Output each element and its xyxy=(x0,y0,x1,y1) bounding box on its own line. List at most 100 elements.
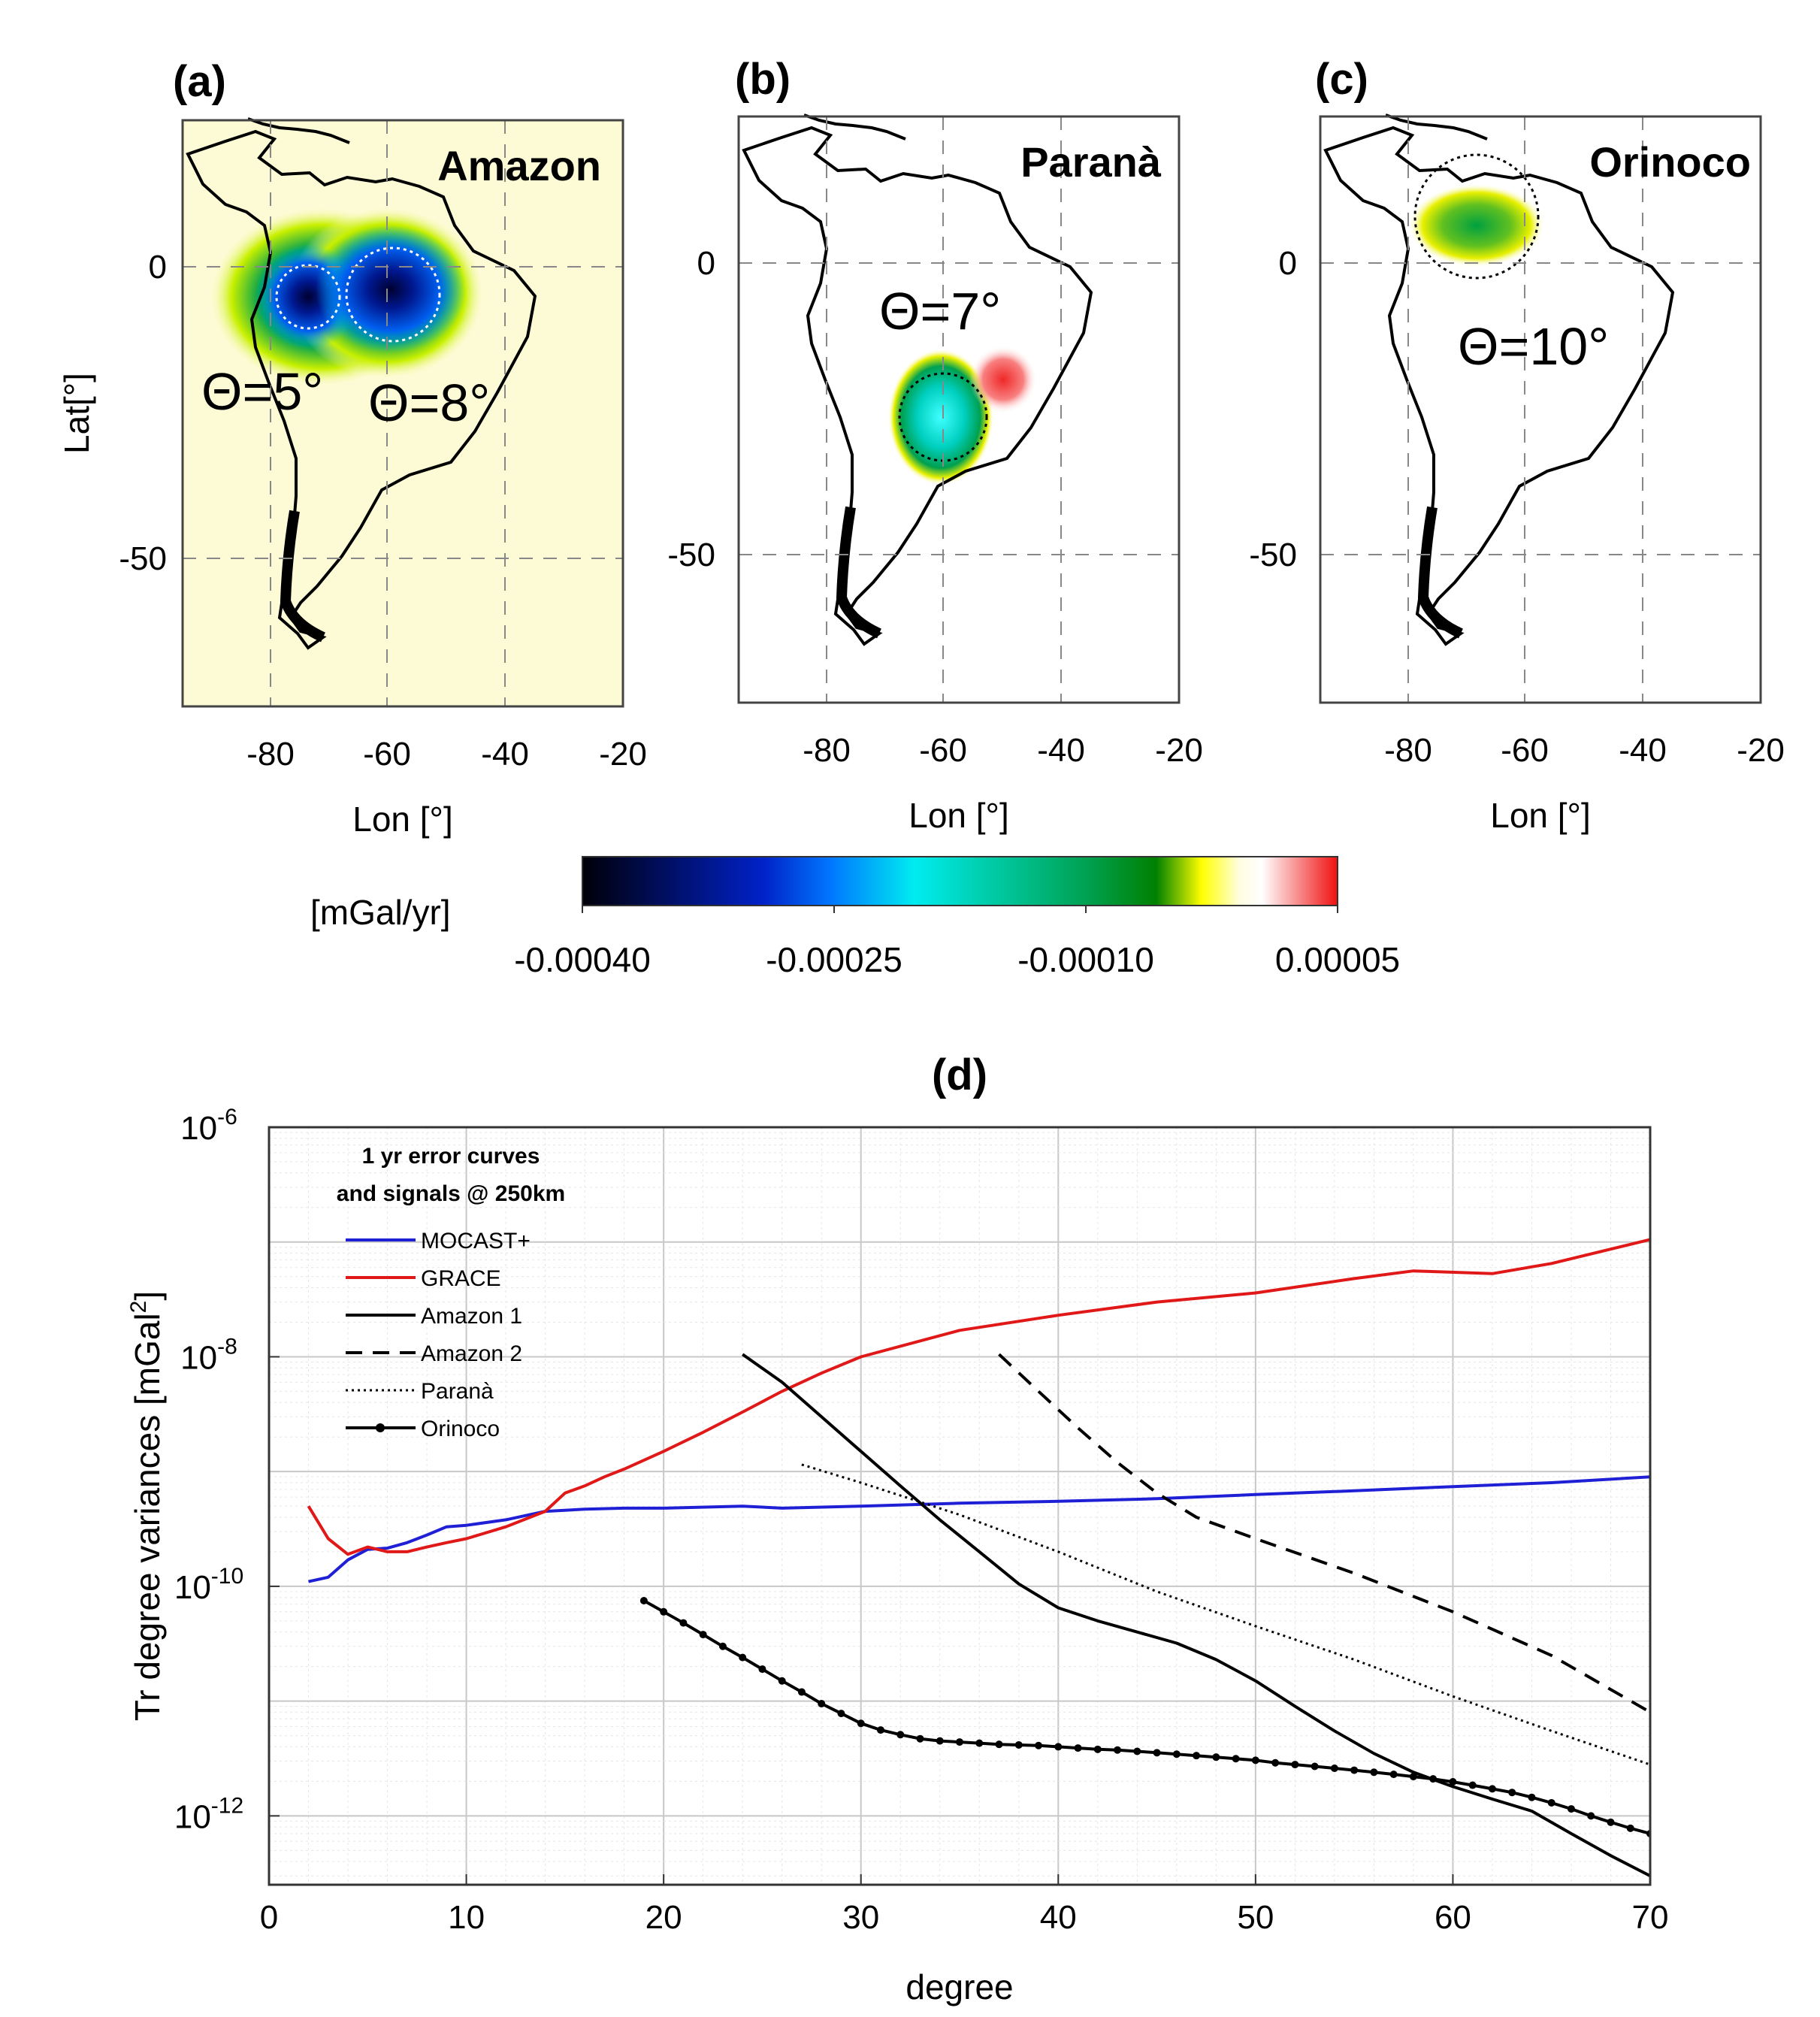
series-point-orinoco xyxy=(1291,1761,1299,1769)
lon-tick-40-c: -40 xyxy=(1619,732,1667,769)
caribbean-b xyxy=(803,113,906,141)
map-border-a xyxy=(181,119,624,708)
x-tick-label-0: 0 xyxy=(260,1899,278,1936)
region-title-b: Paranà xyxy=(1020,138,1162,186)
legend: 1 yr error curves and signals @ 250km MO… xyxy=(337,1144,565,1441)
lat-tick-50-c: -50 xyxy=(1249,537,1297,573)
coastline-a xyxy=(186,129,537,650)
colorbar-tick-3: 0.00005 xyxy=(1275,940,1400,979)
series-point-orinoco xyxy=(639,1596,648,1604)
lon-tick-60-b: -60 xyxy=(919,732,967,769)
series-point-orinoco xyxy=(660,1607,668,1616)
series-point-orinoco xyxy=(1547,1798,1555,1807)
series-line-grace xyxy=(307,1238,1650,1556)
series-point-orinoco xyxy=(1193,1752,1201,1760)
legend-label-paran-: Paranà xyxy=(421,1379,494,1404)
lat-tick-0-a: 0 xyxy=(149,249,167,286)
series-line-amazon-2 xyxy=(998,1353,1650,1714)
theta-circle-c xyxy=(1413,153,1540,280)
colorbar-tick-1: -0.00025 xyxy=(766,940,902,979)
series-point-orinoco xyxy=(1251,1756,1259,1764)
map-border-c xyxy=(1319,115,1762,704)
legend-label-amazon-1: Amazon 1 xyxy=(421,1304,522,1329)
lon-tick-60-a: -60 xyxy=(363,736,411,773)
y-axis-label: Tr degree variances [mGal2] xyxy=(126,1291,167,1721)
legend-label-grace: GRACE xyxy=(421,1266,501,1291)
series-line-mocast- xyxy=(308,1475,1650,1583)
x-tick-label-50: 50 xyxy=(1237,1899,1274,1936)
series-point-orinoco xyxy=(1074,1744,1082,1752)
y-axis-label-sup: 2 xyxy=(126,1301,151,1314)
lat-tick-50-a: -50 xyxy=(119,540,167,577)
colorbar-tick-2: -0.00010 xyxy=(1017,940,1154,979)
series-point-orinoco xyxy=(1035,1741,1043,1749)
xlabel-a: Lon [°] xyxy=(352,800,453,839)
lon-tick-40-b: -40 xyxy=(1037,732,1085,769)
series-point-orinoco xyxy=(1153,1749,1161,1757)
theta-label-a2: Θ=8° xyxy=(368,373,490,432)
lat-tick-0-b: 0 xyxy=(697,245,715,282)
y-axis-label-close: ] xyxy=(128,1291,167,1301)
series-line-amazon-1 xyxy=(742,1353,1650,1877)
series-point-orinoco xyxy=(1429,1775,1438,1783)
signal-core-b xyxy=(888,349,993,485)
y-tick-label--8: 10-8 xyxy=(180,1334,237,1376)
theta-label-c: Θ=10° xyxy=(1458,317,1609,376)
series-point-orinoco xyxy=(1508,1789,1516,1797)
series-point-orinoco xyxy=(739,1653,747,1662)
series-point-orinoco xyxy=(1133,1747,1141,1755)
series-point-orinoco xyxy=(1172,1750,1181,1758)
caribbean-a xyxy=(247,117,350,144)
x-tick-label-20: 20 xyxy=(645,1899,682,1936)
y-tick-label--6: 10-6 xyxy=(180,1105,237,1147)
series-point-orinoco xyxy=(857,1719,865,1728)
series-point-orinoco xyxy=(1409,1773,1417,1781)
x-tick-label-30: 30 xyxy=(842,1899,879,1936)
series-point-orinoco xyxy=(1350,1766,1359,1774)
legend-label-amazon-2: Amazon 2 xyxy=(421,1341,522,1366)
lon-tick-80-a: -80 xyxy=(246,736,295,773)
chart-title: (d) xyxy=(932,1051,987,1099)
series-point-orinoco xyxy=(718,1642,727,1650)
lon-tick-80-c: -80 xyxy=(1384,732,1432,769)
grid xyxy=(268,1126,1651,1885)
theta-circle-a1 xyxy=(275,264,341,330)
patagonia-c xyxy=(1417,506,1463,639)
panel-label-b: (b) xyxy=(735,55,791,104)
coastline-c xyxy=(1323,125,1675,646)
series-point-orinoco xyxy=(1607,1818,1615,1826)
series-point-orinoco xyxy=(837,1710,845,1718)
series-point-orinoco xyxy=(1114,1746,1122,1754)
chart-d: (d) 0 10 20 30 40 50 60 70 10-6 10-8 10-10 10-12 d… xyxy=(126,1051,1668,2006)
colorbar-gradient xyxy=(582,856,1338,906)
map-panel-c: (c) Orinoco Θ=10° 0 -50 -80 -60 -40 -20 … xyxy=(1249,55,1784,835)
series-point-orinoco xyxy=(1232,1755,1240,1763)
colorbar-tick-0: -0.00040 xyxy=(514,940,651,979)
signal-core-a2 xyxy=(316,225,466,353)
series-point-orinoco xyxy=(1370,1768,1378,1777)
y-axis-label-text: Tr degree variances [mGal xyxy=(128,1313,167,1721)
series-line-orinoco xyxy=(642,1599,1650,1835)
lon-tick-20-a: -20 xyxy=(599,736,647,773)
series-group xyxy=(307,1238,1650,1877)
x-tick-label-40: 40 xyxy=(1040,1899,1077,1936)
ylabel-a: Lat[°] xyxy=(57,373,96,454)
panel-label-c: (c) xyxy=(1315,55,1368,104)
series-point-orinoco xyxy=(1389,1771,1398,1779)
patagonia-a xyxy=(280,510,325,643)
series-point-orinoco xyxy=(956,1738,963,1746)
theta-label-a1: Θ=5° xyxy=(201,362,323,421)
signal-positive-b xyxy=(969,346,1037,413)
series-point-orinoco xyxy=(916,1734,924,1743)
map-border-b xyxy=(737,115,1181,704)
theta-circle-a2 xyxy=(345,246,441,343)
map-frame-c xyxy=(1320,116,1761,703)
series-point-orinoco xyxy=(818,1700,826,1708)
series-point-orinoco xyxy=(975,1739,984,1747)
map-panel-a: (a) Amazon Θ=5° Θ=8° 0 -50 -80 -60 -40 -… xyxy=(57,57,647,839)
series-point-orinoco xyxy=(1330,1764,1338,1772)
series-point-orinoco xyxy=(1626,1824,1634,1832)
series-point-orinoco xyxy=(896,1731,905,1739)
xlabel-c: Lon [°] xyxy=(1490,796,1591,835)
series-point-orinoco xyxy=(1528,1793,1536,1801)
